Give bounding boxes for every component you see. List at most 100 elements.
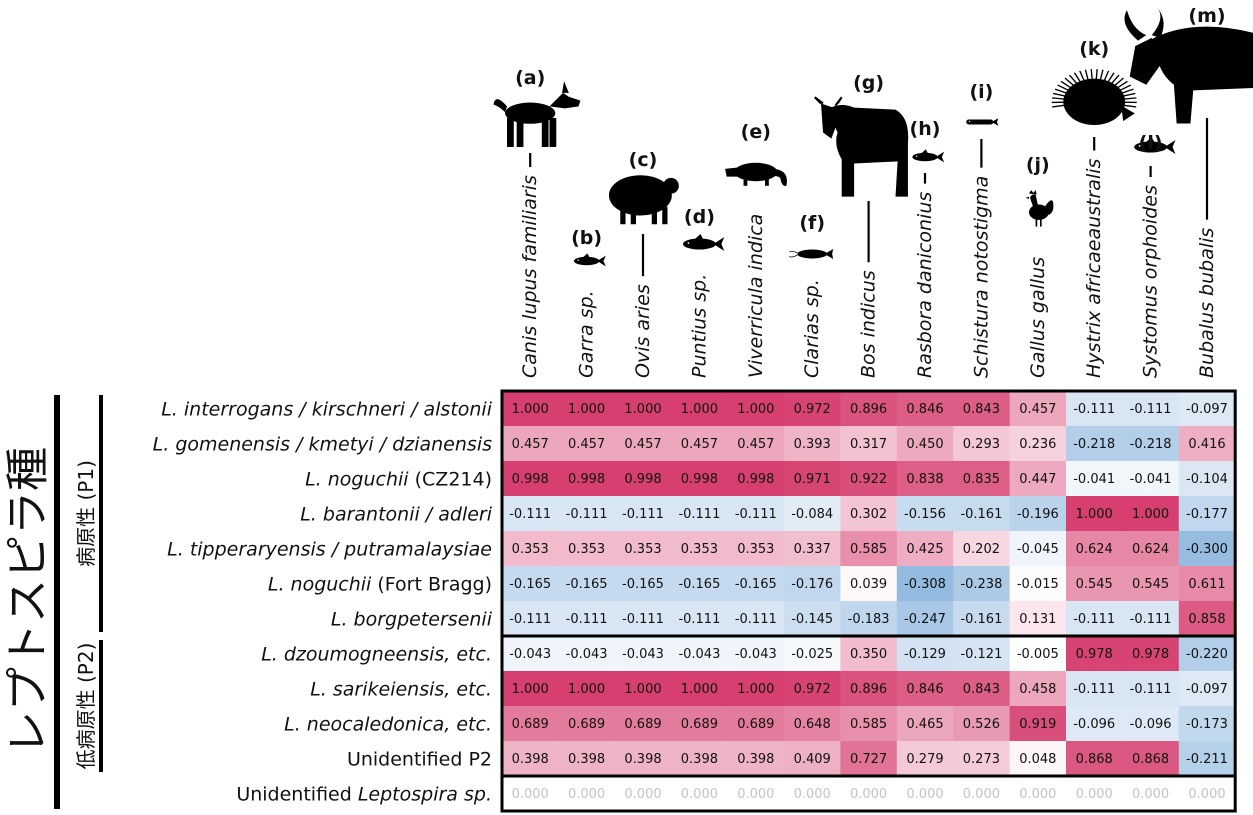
heatmap-cell: [1178, 636, 1236, 672]
heatmap-cell: [1009, 706, 1067, 742]
cell-value: -0.111: [566, 507, 608, 522]
cell-value: 0.409: [794, 752, 831, 767]
heatmap-cell: [614, 601, 672, 637]
heatmap-cell: [953, 706, 1011, 742]
cell-value: -0.218: [1130, 437, 1172, 452]
heatmap-cell: [784, 426, 841, 462]
cell-value: 0.972: [794, 402, 831, 417]
cell-value: -0.165: [622, 577, 664, 592]
heatmap-cell: [1122, 391, 1180, 427]
group-label: 低病原性 (P2): [74, 643, 98, 770]
row-label: L. dzoumogneensis, etc.: [261, 644, 492, 666]
heatmap-cell: [896, 636, 954, 672]
heatmap-cell: [727, 531, 785, 567]
row-label: L. noguchii (CZ214): [305, 469, 492, 491]
cell-value: 0.000: [737, 787, 774, 802]
catfish-silhouette-icon: [789, 249, 834, 259]
cell-value: 0.337: [794, 542, 831, 557]
heatmap-cell: [1178, 391, 1236, 427]
cell-value: 0.846: [906, 682, 943, 697]
cell-value: -0.111: [678, 507, 720, 522]
heatmap-cells: [502, 391, 1236, 812]
cell-value: 1.000: [568, 402, 605, 417]
heatmap-cell: [1122, 601, 1180, 637]
cell-value: 0.922: [850, 472, 887, 487]
sheep-silhouette-icon: [608, 175, 679, 225]
heatmap-cell: [671, 531, 729, 567]
row-label: L. noguchii (Fort Bragg): [268, 574, 492, 596]
porcupine-silhouette-icon: [1051, 68, 1137, 125]
heatmap-cell: [1122, 531, 1180, 567]
heatmap-cell: [727, 706, 785, 742]
column-letter: (k): [1079, 38, 1109, 60]
cell-value: 0.457: [624, 437, 661, 452]
cell-value: 0.978: [1132, 647, 1169, 662]
cell-value: 0.450: [906, 437, 943, 452]
column-letter: (c): [629, 149, 658, 171]
cell-value: -0.104: [1186, 472, 1228, 487]
column-label: Schistura notostigma: [970, 176, 992, 378]
cell-value: -0.129: [904, 647, 946, 662]
cell-value: 0.279: [906, 752, 943, 767]
cow-silhouette-icon: [814, 96, 909, 197]
heatmap-cell: [840, 426, 898, 462]
heatmap-cell: [502, 601, 559, 637]
column-letter: (i): [969, 81, 993, 103]
cell-value: 0.843: [963, 402, 1000, 417]
heatmap-cell: [558, 601, 616, 637]
cell-value: -0.111: [1130, 682, 1172, 697]
buffalo-silhouette-icon: [1124, 7, 1253, 124]
cell-value: -0.173: [1186, 717, 1228, 732]
cell-value: 0.302: [850, 507, 887, 522]
heatmap-cell: [1066, 461, 1123, 497]
heatmap-cell: [502, 496, 559, 532]
row-label: Unidentified P2: [347, 749, 492, 771]
cell-value: 0.689: [737, 717, 774, 732]
cell-value: 0.317: [850, 437, 887, 452]
heatmap-cell: [953, 566, 1011, 602]
heatmap-cell: [502, 461, 559, 497]
heatmap-cell: [1009, 391, 1067, 427]
heatmap-cell: [1009, 601, 1067, 637]
heatmap-cell: [558, 776, 616, 812]
cell-value: -0.161: [960, 612, 1002, 627]
heatmap-cell: [953, 496, 1011, 532]
cell-value: 0.896: [850, 402, 887, 417]
heatmap-cell: [558, 426, 616, 462]
row-label: L. gomenensis / kmetyi / dzianensis: [153, 434, 492, 456]
heatmap-cell: [558, 741, 616, 777]
cell-value: 0.398: [512, 752, 549, 767]
column-label: Bos indicus: [858, 270, 880, 378]
heatmap-cell: [727, 566, 785, 602]
group-label: 病原性 (P1): [74, 460, 98, 567]
cell-value: 0.353: [512, 542, 549, 557]
cell-value: 0.457: [737, 437, 774, 452]
cell-value: -0.177: [1186, 507, 1228, 522]
heatmap-cell: [502, 426, 559, 462]
cell-value: 0.353: [568, 542, 605, 557]
heatmap-cell: [1009, 671, 1067, 707]
cell-value: -0.111: [1130, 402, 1172, 417]
civet-silhouette-icon: [725, 162, 787, 187]
cell-value: 0.838: [906, 472, 943, 487]
cell-value: -0.097: [1186, 682, 1228, 697]
heatmap-cell: [614, 391, 672, 427]
cell-value: -0.111: [509, 612, 551, 627]
cell-value: -0.176: [791, 577, 833, 592]
heatmap-cell: [840, 706, 898, 742]
cell-value: 1.000: [512, 682, 549, 697]
heatmap-cell: [558, 496, 616, 532]
cell-value: -0.156: [904, 507, 946, 522]
heatmap-cell: [1009, 531, 1067, 567]
cell-value: -0.238: [960, 577, 1002, 592]
heatmap-cell: [1066, 741, 1123, 777]
cell-value: 0.293: [963, 437, 1000, 452]
heatmap-cell: [784, 636, 841, 672]
cell-value: -0.218: [1073, 437, 1115, 452]
heatmap-cell: [727, 636, 785, 672]
rooster-silhouette-icon: [1025, 190, 1054, 227]
group-brackets: 病原性 (P1) 低病原性 (P2): [74, 395, 103, 772]
cell-value: 0.858: [1188, 612, 1225, 627]
cell-value: -0.111: [735, 612, 777, 627]
heatmap-cell: [1009, 496, 1067, 532]
